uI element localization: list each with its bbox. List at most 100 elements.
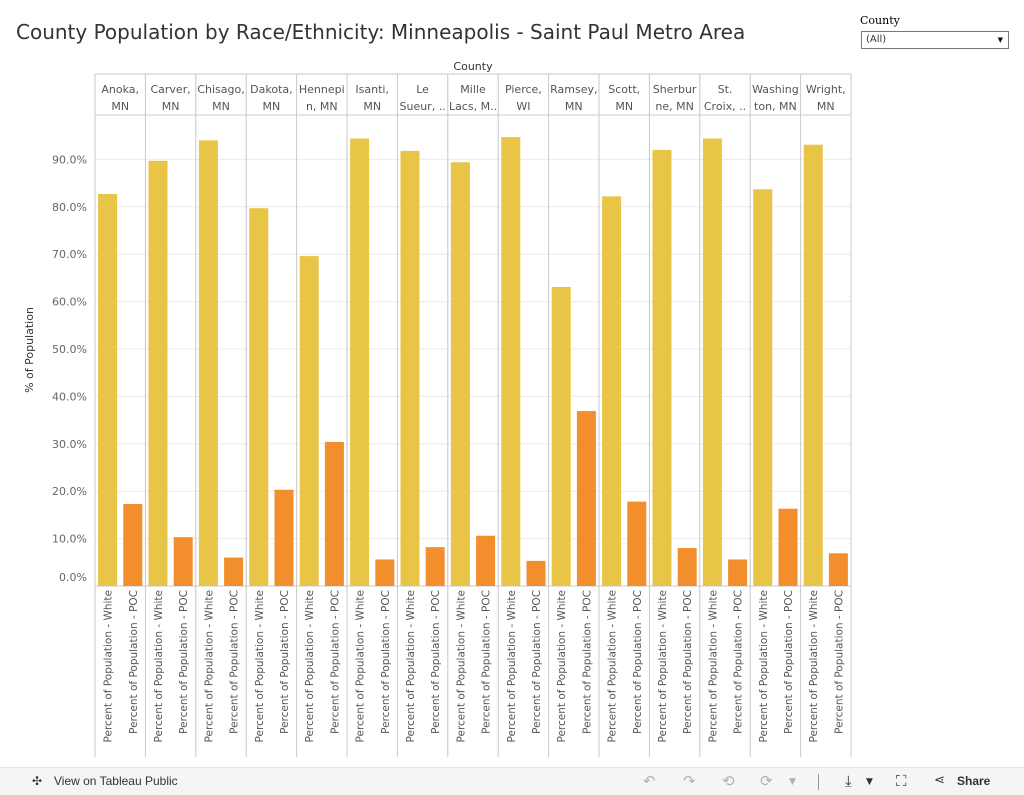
bar-white[interactable] — [501, 137, 521, 586]
tableau-logo-icon: ✣ — [32, 774, 43, 788]
y-tick-label: 70.0% — [52, 248, 87, 261]
y-tick-label: 0.0% — [59, 571, 87, 584]
bar-poc[interactable] — [375, 559, 395, 586]
measure-axis-label: Percent of Population - POC — [128, 590, 140, 734]
y-axis-title: % of Population — [23, 307, 36, 393]
bar-poc[interactable] — [728, 559, 748, 586]
header-county-title: County — [453, 60, 493, 73]
measure-axis-label: Percent of Population - White — [203, 590, 215, 742]
fullscreen-icon[interactable]: ⛶ — [896, 772, 907, 790]
tableau-toolbar: ✣ View on Tableau Public ↶ ↷ ⟲ ⟳ ▼ ⤓ ▼ ⛶ … — [0, 767, 1024, 795]
measure-axis-label: Percent of Population - POC — [430, 590, 442, 734]
chevron-down-icon: ▼ — [997, 36, 1003, 44]
county-header-label: Lacs, M.. — [449, 100, 497, 113]
redo-icon[interactable]: ↷ — [683, 772, 696, 790]
county-header-label: MN — [817, 100, 835, 113]
measure-axis-label: Percent of Population - POC — [531, 590, 543, 734]
measure-axis-label: Percent of Population - White — [405, 590, 417, 742]
measure-axis-label: Percent of Population - POC — [178, 590, 190, 734]
county-filter-label: County — [860, 14, 900, 27]
county-header-label: MN — [615, 100, 633, 113]
bar-poc[interactable] — [627, 501, 647, 586]
measure-axis-label: Percent of Population - White — [707, 590, 719, 742]
county-header-label: Mille — [460, 83, 486, 96]
bar-white[interactable] — [450, 162, 470, 586]
measure-axis-label: Percent of Population - White — [556, 590, 568, 742]
bar-poc[interactable] — [828, 553, 848, 586]
measure-axis-label: Percent of Population - White — [455, 590, 467, 742]
bar-chart: 0.0% 10.0% 20.0% 30.0% 40.0% 50.0% 60.0% 70.0% 8… — [23, 60, 852, 757]
county-header-label: MN — [162, 100, 180, 113]
bar-poc[interactable] — [173, 537, 193, 586]
bar-poc[interactable] — [778, 508, 798, 586]
measure-axis-label: Percent of Population - POC — [380, 590, 392, 734]
county-header-label: MN — [263, 100, 281, 113]
bar-white[interactable] — [602, 196, 622, 586]
county-header-label: Sueur, .. — [399, 100, 445, 113]
bar-poc[interactable] — [576, 411, 596, 586]
bar-poc[interactable] — [425, 547, 445, 586]
county-header-label: ne, MN — [655, 100, 693, 113]
county-header-label: MN — [111, 100, 129, 113]
download-icon[interactable]: ⤓ — [845, 772, 852, 790]
bar-poc[interactable] — [677, 548, 697, 586]
dashboard-title: County Population by Race/Ethnicity: Min… — [16, 20, 746, 44]
county-header-label: Hennepi — [299, 83, 345, 96]
bar-white[interactable] — [148, 160, 168, 586]
bar-poc[interactable] — [476, 535, 496, 586]
bar-white[interactable] — [551, 286, 571, 586]
county-header-label: Wright, — [806, 83, 846, 96]
bar-poc[interactable] — [324, 441, 344, 586]
county-header-label: Le — [416, 83, 429, 96]
bar-white[interactable] — [652, 149, 672, 587]
bar-poc[interactable] — [526, 560, 546, 586]
y-tick-label: 80.0% — [52, 201, 87, 214]
toolbar-divider — [818, 774, 819, 790]
y-tick-label: 40.0% — [52, 390, 87, 403]
chevron-down-icon[interactable]: ▼ — [866, 777, 873, 787]
county-filter-dropdown[interactable]: (All) ▼ — [861, 31, 1009, 49]
bar-white[interactable] — [702, 138, 722, 586]
measure-axis-label: Percent of Population - White — [355, 590, 367, 742]
measure-axis-label: Percent of Population - POC — [329, 590, 341, 734]
measure-axis-label: Percent of Population - White — [103, 590, 115, 742]
bar-poc[interactable] — [224, 557, 244, 586]
bar-white[interactable] — [98, 194, 118, 586]
bar-white[interactable] — [400, 150, 420, 587]
measure-axis-label: Percent of Population - POC — [581, 590, 593, 734]
bar-white[interactable] — [299, 256, 319, 586]
county-header-label: ton, MN — [754, 100, 797, 113]
share-button[interactable]: Share — [957, 774, 991, 788]
y-tick-label: 10.0% — [52, 533, 87, 546]
refresh-icon[interactable]: ⟳ — [760, 772, 773, 790]
y-tick-label: 60.0% — [52, 296, 87, 309]
bar-white[interactable] — [753, 189, 773, 586]
bar-poc[interactable] — [274, 489, 294, 586]
bar-white[interactable] — [249, 208, 269, 587]
bar-white[interactable] — [803, 144, 823, 586]
measure-axis-label: Percent of Population - POC — [481, 590, 493, 734]
bar-poc[interactable] — [123, 503, 143, 586]
county-header-label: Chisago, — [197, 83, 244, 96]
view-on-tableau-label: View on Tableau Public — [54, 774, 178, 788]
view-on-tableau-link[interactable]: ✣ View on Tableau Public — [32, 774, 178, 788]
bar-white[interactable] — [350, 138, 370, 586]
county-header-label: MN — [363, 100, 381, 113]
measure-axis-label: Percent of Population - POC — [229, 590, 241, 734]
county-header-label: Isanti, — [355, 83, 389, 96]
measure-axis-label: Percent of Population - White — [153, 590, 165, 742]
revert-icon[interactable]: ⟲ — [722, 772, 735, 790]
county-header-label: Croix, .. — [704, 100, 746, 113]
chevron-down-icon[interactable]: ▼ — [789, 777, 796, 787]
county-header-label: MN — [565, 100, 583, 113]
bar-white[interactable] — [198, 140, 218, 586]
measure-axis-label: Percent of Population - POC — [682, 590, 694, 734]
county-header-label: WI — [516, 100, 530, 113]
y-tick-label: 30.0% — [52, 438, 87, 451]
county-header-label: Scott, — [608, 83, 640, 96]
measure-axis-label: Percent of Population - POC — [783, 590, 795, 734]
share-icon[interactable]: ⋖ — [934, 773, 945, 788]
measure-axis-label: Percent of Population - POC — [833, 590, 845, 734]
measure-axis-label: Percent of Population - White — [506, 590, 518, 742]
undo-icon[interactable]: ↶ — [643, 772, 656, 790]
